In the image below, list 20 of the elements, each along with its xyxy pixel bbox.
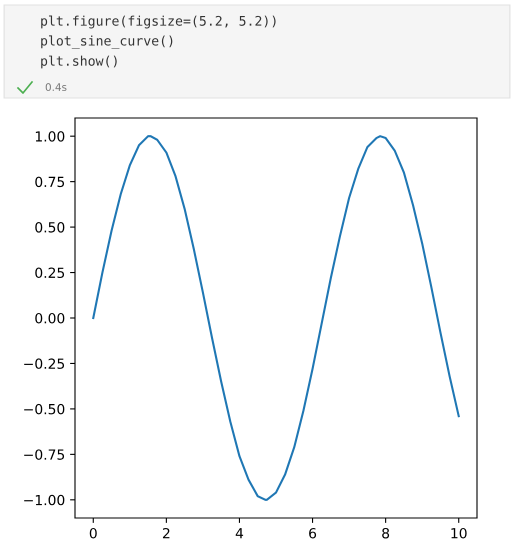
x-tick-label: 0 [90, 528, 97, 538]
line-series [92, 135, 460, 501]
text: plt.show() [41, 56, 117, 68]
y-tick-label: −0.25 [24, 358, 64, 369]
x-tick-label: 8 [382, 528, 390, 538]
y-tick-label: 1.00 [36, 131, 64, 142]
y-tick-label: 0.00 [35, 312, 64, 324]
y-tick-label: −1.00 [24, 494, 64, 506]
y-tick-label: −0.75 [24, 449, 64, 460]
x-tick-label: 6 [309, 528, 316, 538]
y-tick-label: 0.25 [35, 268, 64, 278]
y-tick-label: −0.50 [24, 404, 64, 414]
x-tick-label: 4 [236, 528, 244, 538]
text: 0.4s [46, 83, 66, 92]
x-tick-label: 2 [162, 528, 170, 538]
y-tick-label: 0.50 [35, 222, 64, 233]
text: plot_sine_curve() [41, 35, 172, 49]
y-tick-label: 0.75 [35, 176, 64, 188]
x-tick-label: 10 [451, 528, 467, 538]
text: plt.figure(figsize=(5.2, 5.2)) [41, 16, 276, 28]
